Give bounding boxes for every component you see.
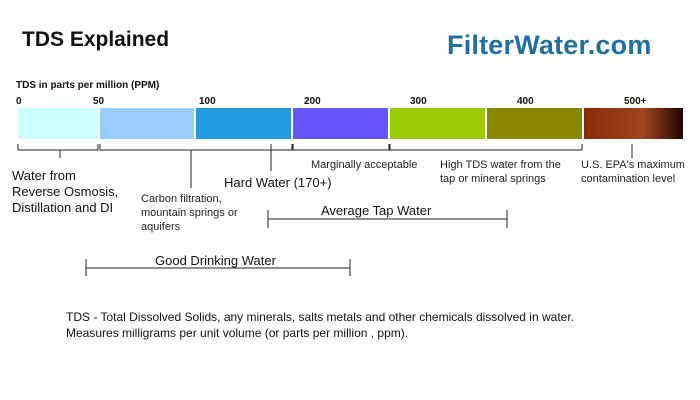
label-ro-di: Water from Reverse Osmosis, Distillation… [12,168,118,216]
bracket-high-tds [390,144,582,150]
label-high-tds: High TDS water from the tap or mineral s… [440,158,561,186]
label-good-drinking: Good Drinking Water [155,253,276,269]
bracket-marginal [293,144,389,150]
label-epa: U.S. EPA's maximum contamination level [581,158,685,186]
bracket-ro-di [18,144,98,158]
label-marginal: Marginally acceptable [311,158,417,172]
footnote: TDS - Total Dissolved Solids, any minera… [66,309,686,341]
label-carbon: Carbon filtration, mountain springs or a… [141,192,238,234]
label-hard-water: Hard Water (170+) [224,175,332,191]
label-average-tap: Average Tap Water [321,203,431,219]
